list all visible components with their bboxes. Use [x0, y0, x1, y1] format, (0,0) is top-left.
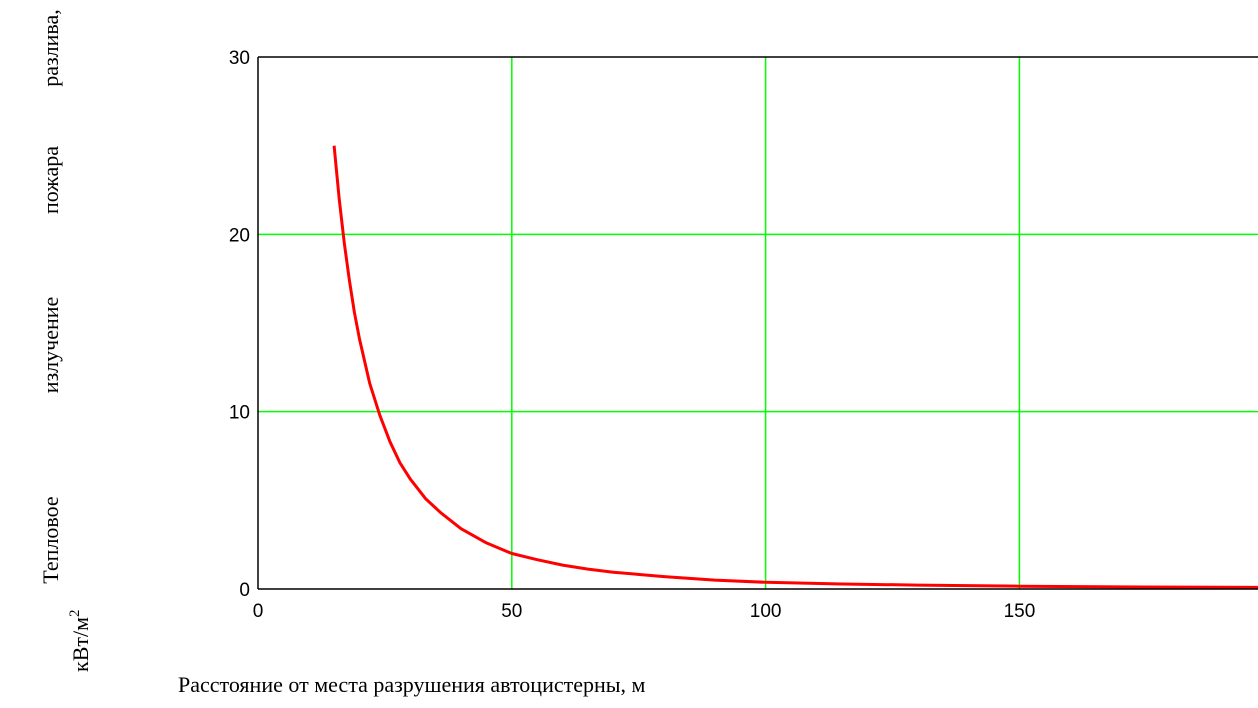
y-tick-labels: 0 10 20 30 — [229, 48, 250, 601]
grid-lines — [258, 57, 1258, 589]
y-tick-label: 30 — [229, 48, 250, 69]
y-axis-label-unit-text: кВт/м — [68, 617, 93, 672]
series-line — [332, 145, 1258, 589]
x-tick-label: 100 — [750, 601, 782, 622]
y-axis-label-unit: кВт/м2 — [67, 609, 93, 672]
y-axis-label: Тепловое излучение пожара разлива, кВт/м… — [38, 9, 93, 672]
y-axis-label-word: разлива, — [38, 9, 63, 87]
x-tick-label: 50 — [501, 601, 522, 622]
y-axis-label-unit-sup: 2 — [67, 609, 83, 617]
y-tick-label: 20 — [229, 225, 250, 246]
plot-background — [258, 57, 1258, 589]
y-tick-label: 0 — [239, 580, 250, 601]
axes — [257, 56, 1258, 590]
plot-area: 0 50 100 150 0 10 20 30 — [229, 48, 1258, 622]
x-tick-labels: 0 50 100 150 — [253, 601, 1036, 622]
series-group — [332, 145, 1258, 589]
x-tick-label: 150 — [1004, 601, 1036, 622]
y-axis-label-word: излучение — [38, 297, 63, 394]
y-axis-label-word: Тепловое — [38, 496, 63, 583]
y-axis-label-word: пожара — [38, 146, 63, 214]
y-tick-label: 10 — [229, 403, 250, 424]
x-axis-label: Расстояние от места разрушения автоцисте… — [178, 672, 646, 697]
x-tick-label: 0 — [253, 601, 264, 622]
